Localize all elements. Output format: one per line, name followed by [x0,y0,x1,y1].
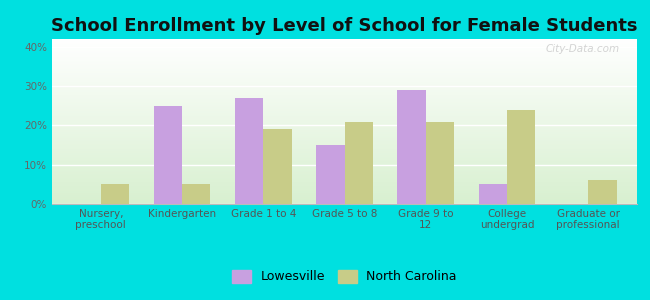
Bar [588,180,617,204]
Bar [235,98,263,204]
Bar [101,184,129,204]
Text: City-Data.com: City-Data.com [545,44,619,54]
Bar [153,106,182,204]
Bar [263,129,292,204]
Bar [426,122,454,204]
Bar [316,145,344,204]
Bar [478,184,507,204]
Bar [507,110,536,204]
Legend: Lowesville, North Carolina: Lowesville, North Carolina [227,265,462,289]
Title: School Enrollment by Level of School for Female Students: School Enrollment by Level of School for… [51,17,638,35]
Bar [344,122,373,204]
Bar [182,184,211,204]
Bar [397,90,426,204]
